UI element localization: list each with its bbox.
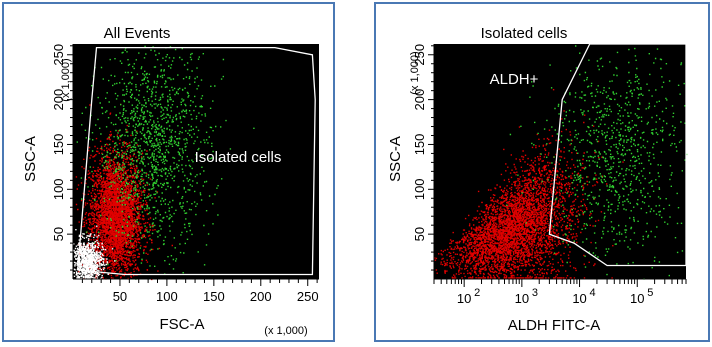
x-tick-exponent: 2: [474, 287, 480, 299]
y-axis-label: SSC-A: [387, 136, 404, 182]
point-series-1: [434, 89, 624, 279]
x-tick-exponent: 3: [532, 287, 538, 299]
y-tick-label: 250: [51, 44, 66, 66]
x-tick-label: 10: [457, 291, 471, 306]
plot-panel-isolated-cells: Isolated cells ALDH+ 50 100 150 200 250 10 2 10…: [374, 2, 710, 342]
scatter-points: [76, 45, 255, 280]
gate-polygon: [77, 46, 316, 276]
data-points: [73, 45, 255, 281]
y-multiplier: (x 1,000): [409, 51, 421, 94]
gate-polygon: [548, 43, 687, 267]
x-axis-label: ALDH FITC-A: [508, 317, 601, 334]
x-tick-label: 150: [203, 289, 225, 304]
x-tick-label: 50: [113, 289, 127, 304]
x-tick-label: 10: [515, 291, 529, 306]
x-tick-exponent: 5: [647, 287, 653, 299]
plot-title: Isolated cells: [481, 25, 568, 42]
scatter-plot-all-events: All Events Isolated cells 50 100 150 200 250…: [22, 25, 319, 337]
point-series-1: [75, 103, 173, 281]
scatter-points: [75, 103, 173, 281]
data-points: [434, 45, 688, 280]
x-tick-label: 10: [572, 291, 586, 306]
x-tick-label: 100: [156, 289, 178, 304]
y-multiplier: (x 1,000): [60, 58, 72, 101]
x-tick-exponent: 4: [590, 287, 596, 299]
y-tick-label: 200: [51, 89, 66, 111]
point-series-3: [73, 225, 116, 281]
axes: 50 100 150 200 250 50 100 150 200 250: [51, 44, 319, 304]
y-tick-label: 150: [412, 134, 427, 156]
gate-label: ALDH+: [490, 71, 539, 88]
scatter-points: [434, 89, 624, 279]
gate-label: Isolated cells: [195, 149, 282, 166]
x-axis-label: FSC-A: [160, 316, 205, 333]
y-tick-label: 50: [51, 227, 66, 241]
x-multiplier: (x 1,000): [264, 325, 307, 337]
scatter-points: [73, 225, 116, 281]
x-tick-label: 10: [630, 291, 644, 306]
y-axis-label: SSC-A: [22, 136, 39, 182]
x-tick-label: 200: [250, 289, 272, 304]
point-series-2: [506, 45, 688, 280]
point-series-2: [76, 45, 255, 280]
y-tick-label: 200: [412, 89, 427, 111]
plot-title: All Events: [104, 25, 171, 42]
x-tick-label: 250: [297, 289, 319, 304]
scatter-points: [506, 45, 688, 280]
y-tick-label: 150: [51, 134, 66, 156]
y-tick-label: 50: [412, 227, 427, 241]
y-tick-label: 250: [412, 44, 427, 66]
plot-panel-all-events: All Events Isolated cells 50 100 150 200 250…: [2, 2, 335, 342]
y-tick-label: 100: [412, 178, 427, 200]
y-tick-label: 100: [51, 178, 66, 200]
